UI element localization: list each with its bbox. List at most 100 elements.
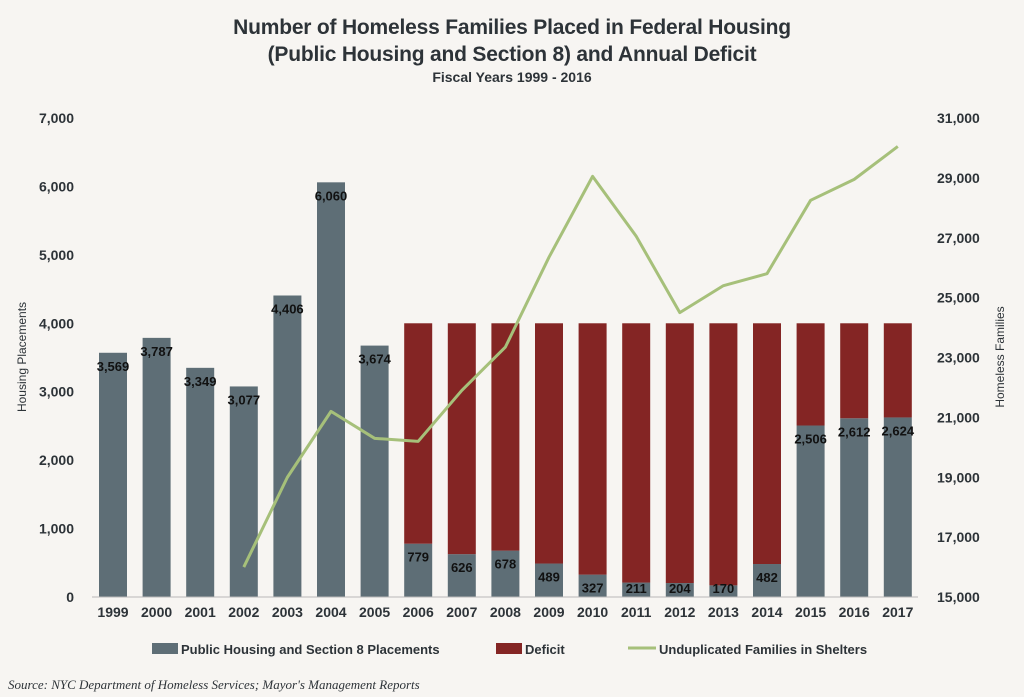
x-tick-label: 2007 [446,604,477,620]
chart-title-line-2: (Public Housing and Section 8) and Annua… [267,43,757,66]
left-axis-ticks: 0 1,000 2,000 3,000 4,000 5,000 6,000 7,000 [39,110,74,605]
y-tick-label: 2,000 [39,452,74,468]
bar-placements [491,550,520,597]
bar-placements [622,582,651,597]
legend: Public Housing and Section 8 Placements … [152,642,867,657]
x-tick-label: 2008 [490,604,521,620]
x-tick-label: 2000 [141,604,172,620]
x-tick-label: 2014 [751,604,782,620]
right-axis-title: Homeless Families [993,306,1007,407]
x-tick-label: 1999 [97,604,128,620]
bar-placements [317,182,345,597]
y-tick-label: 5,000 [39,247,74,263]
bar-deficit [840,323,869,419]
bar-placements [186,367,215,597]
y2-tick-label: 25,000 [937,290,980,306]
y2-tick-label: 29,000 [937,170,980,186]
x-tick-label: 2004 [315,604,346,620]
y2-tick-label: 21,000 [937,409,980,425]
y-tick-label: 6,000 [39,178,74,194]
bar-placements [360,345,389,597]
bar-deficit [796,323,825,426]
bar-placements [404,543,433,597]
data-label: 779 [407,550,429,565]
bar-deficit [622,323,651,583]
chart-title: Number of Homeless Families Placed in Fe… [233,16,791,39]
data-label: 482 [756,570,778,585]
y2-tick-label: 19,000 [937,469,980,485]
chart-subtitle: Fiscal Years 1999 - 2016 [432,69,592,85]
x-tick-label: 2006 [403,604,434,620]
y-tick-label: 7,000 [39,110,74,126]
right-axis-ticks: 15,000 17,000 19,000 21,000 23,000 25,000 27,0… [937,110,980,605]
legend-label-shelters: Unduplicated Families in Shelters [659,642,867,657]
bar-placements [229,386,258,597]
bars-group [99,182,912,597]
bar-placements [665,583,694,597]
bar-deficit [491,323,520,551]
data-label: 489 [538,570,560,585]
data-label: 3,077 [228,392,261,407]
y2-tick-label: 27,000 [937,230,980,246]
data-label: 2,506 [794,432,827,447]
data-label: 170 [713,581,735,596]
bar-placements [447,554,476,597]
x-tick-label: 2009 [533,604,564,620]
bar-placements [273,295,302,597]
bar-placements [142,337,171,597]
data-label: 211 [626,581,647,596]
bar-placements [840,418,869,597]
line-shelters [242,145,899,568]
x-tick-label: 2011 [621,604,652,620]
source-note: Source: NYC Department of Homeless Servi… [8,677,420,692]
x-tick-label: 2010 [577,604,608,620]
bar-deficit [447,323,476,555]
data-label: 626 [451,560,473,575]
data-label: 4,406 [271,302,304,317]
bar-placements [753,564,781,597]
legend-label-placements: Public Housing and Section 8 Placements [181,642,440,657]
bar-placements [535,563,563,597]
bar-deficit [709,323,738,586]
data-labels-group: 3,569 3,787 3,349 3,077 4,406 6,060 3,674 779 62… [97,188,915,596]
bar-deficit [665,323,694,584]
data-label: 3,787 [140,344,173,359]
line-series-group [242,145,899,568]
x-tick-label: 2005 [359,604,390,620]
legend-swatch-placements [152,643,178,654]
data-label: 678 [495,557,517,572]
x-tick-label: 2013 [708,604,739,620]
y2-tick-label: 31,000 [937,110,980,126]
bar-placements [578,574,607,597]
x-tick-label: 2016 [839,604,870,620]
x-tick-label: 2002 [228,604,259,620]
data-label: 6,060 [315,188,348,203]
legend-swatch-deficit [496,643,522,654]
bar-placements [883,417,912,597]
bar-deficit [404,323,433,544]
bar-deficit [753,323,781,565]
y-tick-label: 1,000 [39,521,74,537]
data-label: 2,624 [882,423,915,438]
x-axis-ticks: 1999 2000 2001 2002 2003 2004 2005 2006 2007 2008… [97,604,913,620]
bar-deficit [578,323,607,575]
bar-deficit [883,323,912,418]
data-label: 3,674 [358,352,391,367]
data-label: 2,612 [838,424,871,439]
y-tick-label: 0 [66,589,74,605]
y2-tick-label: 15,000 [937,589,980,605]
x-tick-label: 2001 [185,604,216,620]
left-axis-title: Housing Placements [15,302,29,412]
x-tick-label: 2003 [272,604,303,620]
x-tick-label: 2015 [795,604,826,620]
bar-deficit [535,323,563,564]
bar-placements [796,425,825,597]
x-tick-label: 2012 [664,604,695,620]
legend-label-deficit: Deficit [525,642,565,657]
y2-tick-label: 17,000 [937,529,980,545]
data-label: 327 [582,581,604,596]
data-label: 3,569 [97,359,130,374]
bar-placements [99,352,127,597]
bar-placements [709,585,738,597]
chart-title-block: Number of Homeless Families Placed in Fe… [0,14,1024,86]
